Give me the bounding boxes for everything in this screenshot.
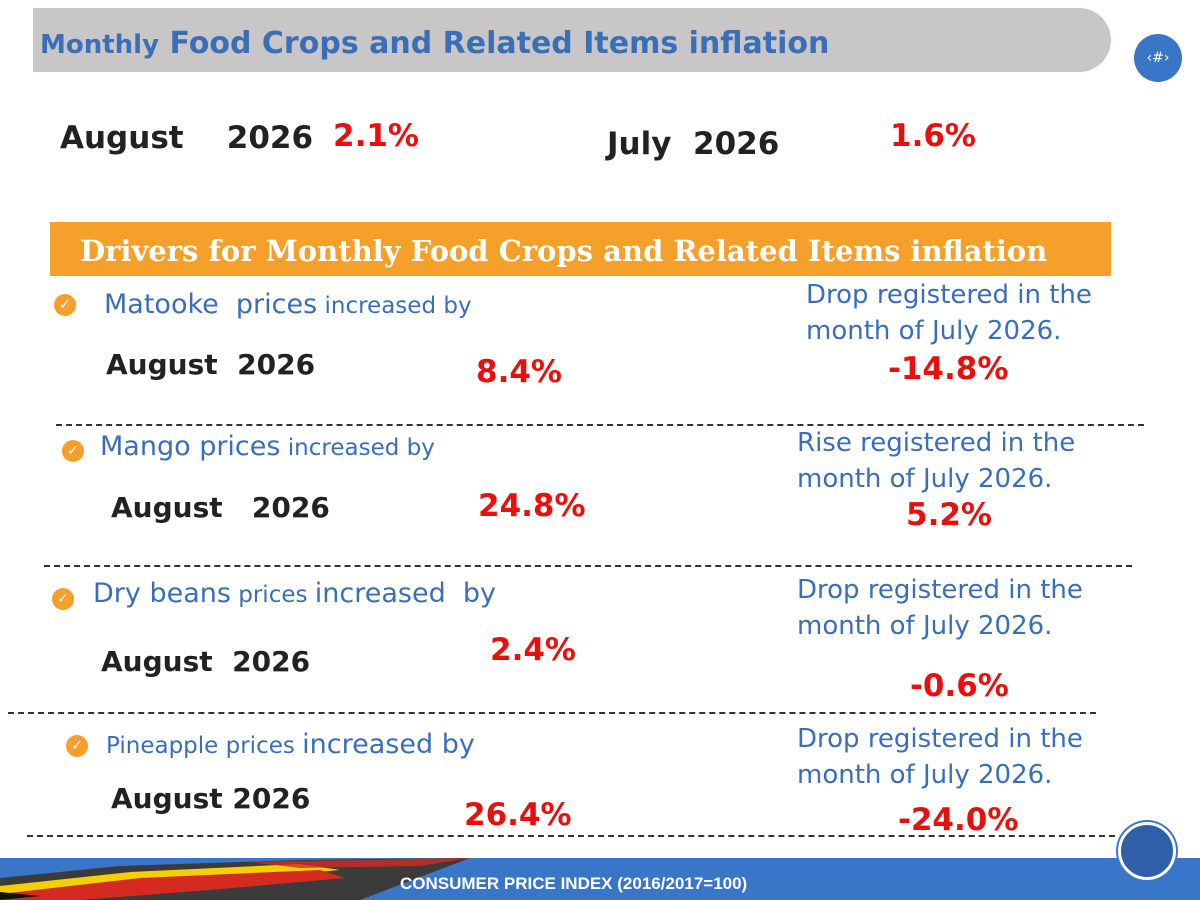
- item-note-line2: month of July 2026.: [797, 760, 1053, 790]
- drivers-title: Drivers for Monthly Food Crops and Relat…: [80, 234, 1048, 268]
- item-name: Pineapple prices: [106, 733, 303, 759]
- page-number-badge: ‹#›: [1134, 34, 1182, 82]
- item-prev-value: -14.8%: [888, 351, 1009, 387]
- item-month: August 2026: [101, 645, 311, 678]
- item-value: 26.4%: [464, 797, 572, 833]
- item-note-line1: Drop registered in the: [797, 724, 1083, 754]
- item-month: August 2026: [111, 491, 330, 524]
- previous-month-label: July 2026: [607, 126, 780, 162]
- item-name: Matooke prices: [104, 289, 318, 320]
- drivers-banner: [50, 222, 1111, 276]
- divider: [56, 424, 1144, 426]
- item-value: 2.4%: [490, 632, 576, 668]
- item-note-line1: Drop registered in the: [797, 575, 1083, 605]
- item-prev-value: -24.0%: [898, 802, 1019, 838]
- page-title-prefix: Monthly: [40, 30, 160, 60]
- item-prev-value: 5.2%: [906, 497, 992, 533]
- item-note-line1: Drop registered in the: [806, 280, 1092, 310]
- title-banner: [33, 8, 1111, 72]
- item-name-tail: increased by: [314, 578, 497, 609]
- seal-logo-icon: [1118, 822, 1176, 880]
- item-name-suffix: prices: [230, 582, 315, 608]
- current-month-label: August 2026: [60, 120, 314, 156]
- item-name-tail: increased by: [302, 729, 475, 760]
- divider: [27, 835, 1115, 837]
- item-name: Dry beans: [93, 578, 231, 609]
- item-note-line1: Rise registered in the: [797, 428, 1076, 458]
- flag-ribbon-icon: [0, 858, 470, 900]
- item-label-pineapple: Pineapple prices increased by: [106, 729, 475, 760]
- page-title-rest: Food Crops and Related Items inflation: [169, 26, 830, 61]
- item-note-line2: month of July 2026.: [806, 316, 1062, 346]
- item-label-dry-beans: Dry beans prices increased by: [93, 578, 496, 609]
- check-icon: ✓: [54, 294, 76, 316]
- item-name-suffix: increased by: [317, 293, 472, 319]
- divider: [44, 565, 1132, 567]
- check-icon: ✓: [62, 440, 84, 462]
- item-month: August 2026: [106, 348, 316, 381]
- previous-month-value: 1.6%: [890, 118, 976, 154]
- current-month-value: 2.1%: [333, 118, 419, 154]
- item-name-suffix: increased by: [280, 435, 435, 461]
- item-label-mango: Mango prices increased by: [100, 431, 435, 462]
- item-note-line2: month of July 2026.: [797, 611, 1053, 641]
- item-value: 8.4%: [476, 354, 562, 390]
- footer-text: CONSUMER PRICE INDEX (2016/2017=100): [400, 874, 748, 893]
- check-icon: ✓: [66, 735, 88, 757]
- item-prev-value: -0.6%: [910, 668, 1009, 704]
- item-name: Mango prices: [100, 431, 281, 462]
- item-note-line2: month of July 2026.: [797, 464, 1053, 494]
- item-month: August 2026: [111, 782, 311, 815]
- item-value: 24.8%: [478, 488, 586, 524]
- divider: [8, 712, 1096, 714]
- page-title: Monthly Food Crops and Related Items inf…: [40, 26, 829, 61]
- item-label-matooke: Matooke prices increased by: [104, 289, 472, 320]
- check-icon: ✓: [52, 588, 74, 610]
